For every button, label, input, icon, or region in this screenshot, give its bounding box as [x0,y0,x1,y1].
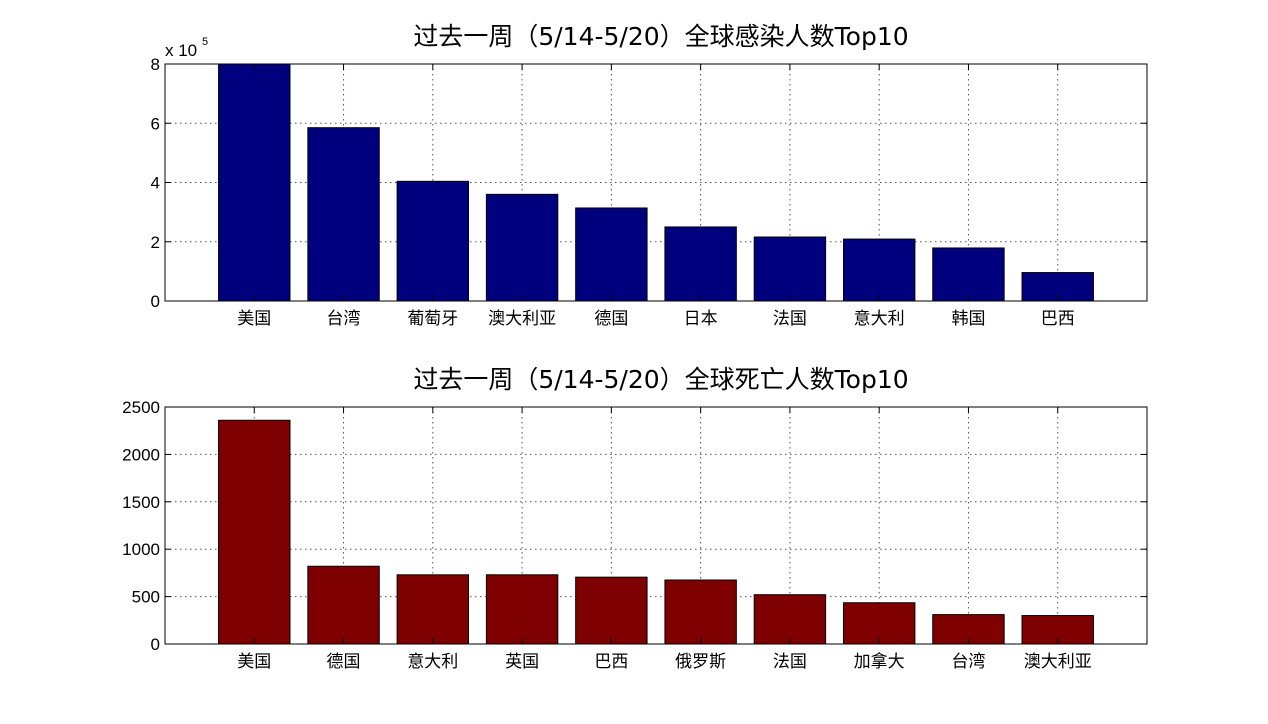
infections-category-label: 葡萄牙 [407,309,458,329]
deaths-ytick-label: 2000 [122,445,160,464]
deaths-bar [307,565,380,645]
deaths-category-label: 美国 [237,652,271,672]
deaths-category-label: 加拿大 [854,651,905,672]
infections-plot: 0 2 4 6 8 美国 台湾 葡萄牙 澳大利亚 德国 日本 法国 意大利 韩国 巴西 [151,55,1148,329]
chart-title-infections: 过去一周（5/14-5/20）全球感染人数Top10 [413,22,908,51]
infections-category-label: 意大利 [854,309,905,329]
deaths-ytick-label: 0 [151,635,160,654]
infections-category-label: 法国 [773,309,807,329]
deaths-category-label: 法国 [773,652,807,672]
infections-bar [753,236,827,302]
infections-category-label: 日本 [684,309,718,329]
infections-bar [932,247,1005,302]
infections-category-label: 德国 [594,309,628,329]
deaths-bar [218,419,291,645]
deaths-category-label: 台湾 [951,652,985,672]
infections-bar [664,226,737,302]
infections-category-label: 巴西 [1041,309,1075,329]
infections-category-label: 台湾 [327,309,361,329]
deaths-category-label: 澳大利亚 [1024,652,1092,672]
infections-bar [218,63,291,302]
deaths-bar [664,579,737,645]
infections-bar [485,193,559,302]
deaths-category-label: 意大利 [407,652,458,672]
deaths-bar [753,594,827,645]
deaths-bar [485,574,559,645]
deaths-bar [842,602,916,645]
infections-category-label: 澳大利亚 [488,309,556,329]
deaths-category-label: 俄罗斯 [675,652,726,672]
infections-ytick-label: 6 [151,114,160,133]
infections-bar [575,207,648,302]
infections-category-label: 美国 [237,309,271,329]
infections-bar [307,127,380,302]
infections-ytick-label: 8 [151,55,160,74]
deaths-category-label: 巴西 [594,652,628,672]
deaths-ytick-label: 1000 [122,540,160,559]
deaths-ytick-label: 1500 [122,493,160,512]
deaths-bar [575,576,648,645]
infections-ytick-label: 0 [151,292,160,311]
infections-bar [396,180,470,302]
deaths-plot: 0 500 1000 1500 2000 2500 美国 德国 意大利 英国 巴西 俄罗斯 法国 加拿大 台… [122,398,1148,672]
deaths-ytick-label: 500 [132,588,160,607]
infections-bar [842,238,916,302]
deaths-category-label: 德国 [327,652,361,672]
y-exponent-power: 5 [202,36,208,48]
infections-ytick-label: 4 [151,174,160,193]
deaths-axes-frame [164,406,1148,645]
y-exponent-base: x 10 [165,41,197,60]
deaths-bar [396,574,470,645]
chart-title-deaths: 过去一周（5/14-5/20）全球死亡人数Top10 [413,365,908,394]
infections-category-label: 韩国 [951,309,985,329]
infections-ytick-label: 2 [151,233,160,252]
deaths-category-label: 英国 [505,652,539,672]
deaths-ytick-label: 2500 [122,398,160,417]
